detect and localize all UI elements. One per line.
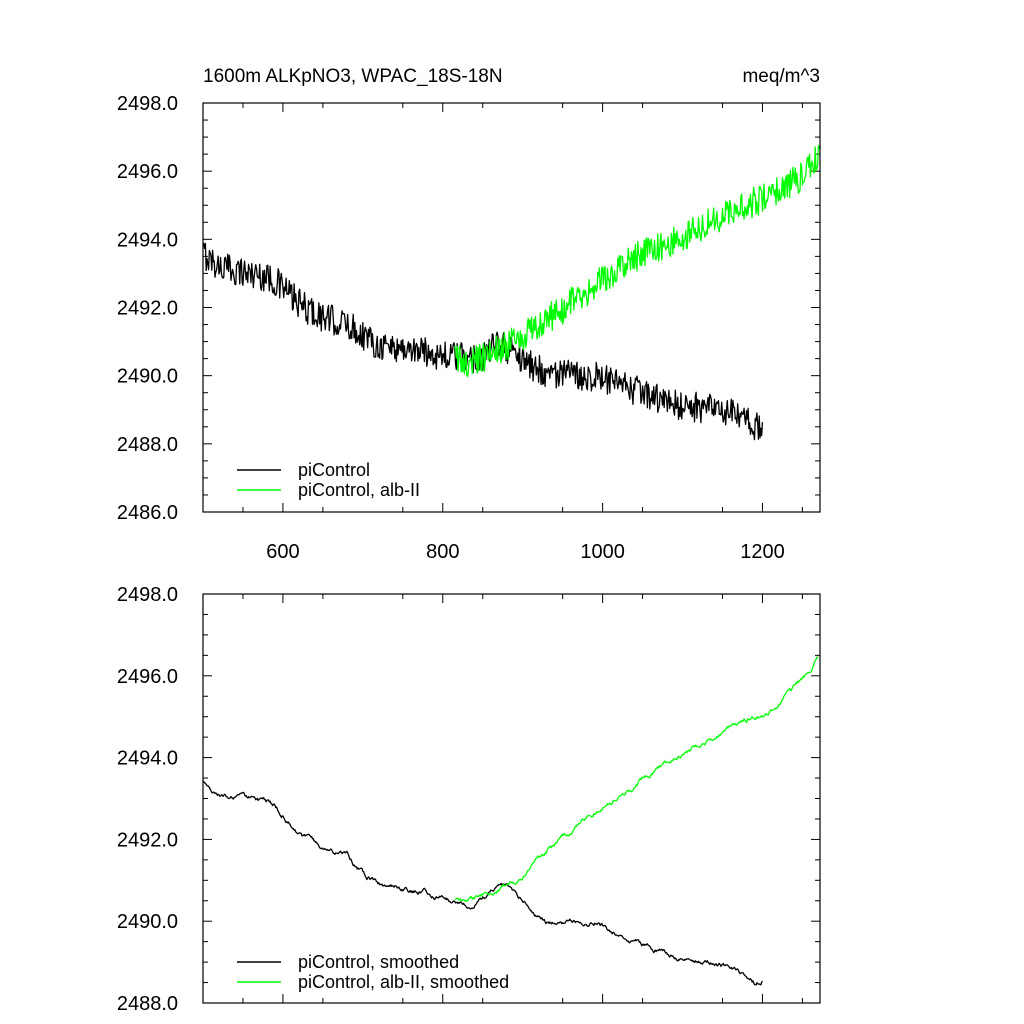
- legend-label-picontrol: piControl: [298, 460, 370, 480]
- legend-label-picontrol-alb-ii-smoothed: piControl, alb-II, smoothed: [298, 972, 509, 992]
- top-panel-frame: [202, 102, 821, 513]
- y-tick-label: 2498.0: [117, 584, 178, 606]
- y-tick-label: 2498.0: [117, 93, 178, 115]
- legend-label-picontrol-alb-ii: piControl, alb-II: [298, 480, 420, 500]
- y-tick-label: 2486.0: [117, 502, 178, 524]
- y-tick-label: 2494.0: [117, 229, 178, 251]
- bottom-panel-legend: piControl, smoothed piControl, alb-II, s…: [237, 952, 509, 992]
- top-panel-units: meq/m^3: [742, 66, 820, 87]
- bottom-panel: 2488.0 2490.0 2492.0 2494.0 2496.0 2498.0 piC…: [117, 584, 821, 1015]
- series-line-picontrol-smoothed: [202, 780, 763, 986]
- series-line-picontrol: [202, 242, 764, 441]
- top-panel-y-tick-labels: 2486.0 2488.0 2490.0 2492.0 2494.0 2496.0 2498…: [117, 93, 178, 524]
- y-tick-label: 2496.0: [117, 666, 178, 688]
- x-tick-label: 1000: [580, 541, 625, 563]
- bottom-panel-y-tick-labels: 2488.0 2490.0 2492.0 2494.0 2496.0 2498.0: [117, 584, 178, 1015]
- top-panel-series: [202, 144, 821, 441]
- bottom-panel-frame: [202, 593, 821, 1004]
- top-panel-x-tick-labels: 600 800 1000 1200: [266, 541, 784, 563]
- y-tick-label: 2492.0: [117, 829, 178, 851]
- x-tick-label: 600: [266, 541, 299, 563]
- x-tick-label: 800: [426, 541, 459, 563]
- top-panel: 1600m ALKpNO3, WPAC_18S-18N meq/m^3 2486…: [117, 66, 821, 563]
- legend-label-picontrol-smoothed: piControl, smoothed: [298, 952, 459, 972]
- top-panel-title: 1600m ALKpNO3, WPAC_18S-18N: [203, 66, 503, 87]
- top-panel-ticks: [203, 102, 820, 513]
- bottom-panel-series: [202, 656, 819, 986]
- y-tick-label: 2488.0: [117, 434, 178, 456]
- y-tick-label: 2490.0: [117, 911, 178, 933]
- series-line-picontrol-alb-ii-smoothed: [454, 656, 819, 903]
- y-tick-label: 2490.0: [117, 366, 178, 388]
- x-tick-label: 1200: [740, 541, 785, 563]
- y-tick-label: 2492.0: [117, 298, 178, 320]
- y-tick-label: 2488.0: [117, 993, 178, 1015]
- y-tick-label: 2494.0: [117, 748, 178, 770]
- top-panel-legend: piControl piControl, alb-II: [237, 460, 420, 500]
- y-tick-label: 2496.0: [117, 161, 178, 183]
- series-line-picontrol-alb-ii: [454, 144, 821, 378]
